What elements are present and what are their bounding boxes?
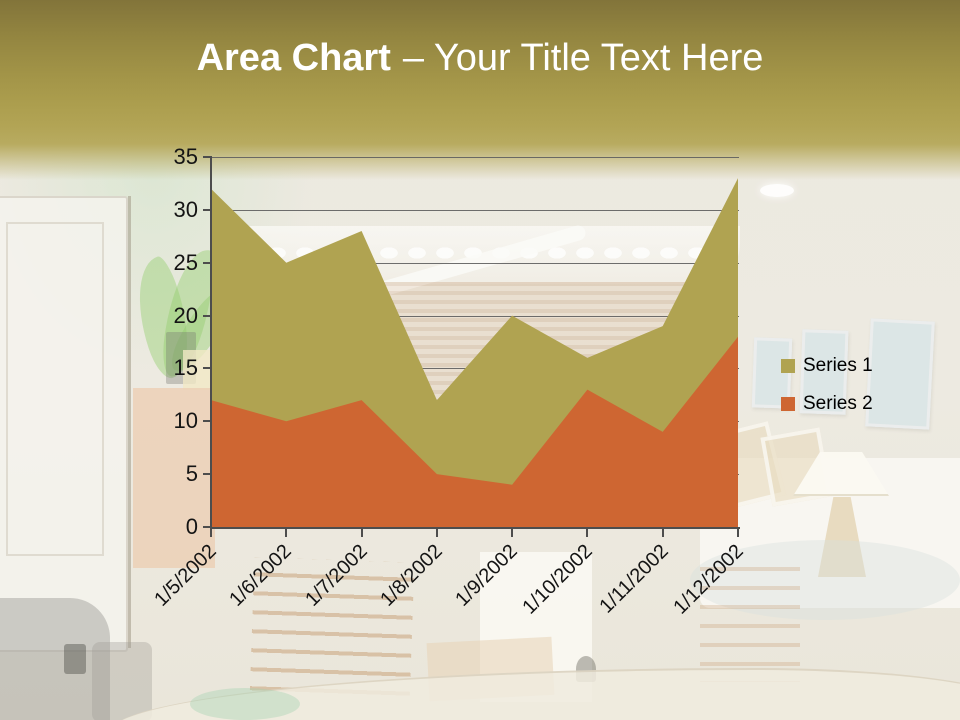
y-tick-label-25: 25 bbox=[173, 249, 198, 275]
series-1-swatch bbox=[781, 359, 795, 373]
y-tick-label-35: 35 bbox=[173, 144, 198, 169]
bg-door-edge bbox=[128, 196, 131, 648]
bg-chair bbox=[0, 598, 110, 720]
bg-picture-frame bbox=[865, 318, 935, 430]
x-axis-line bbox=[210, 527, 740, 529]
x-tick-7 bbox=[737, 529, 739, 537]
y-tick-20 bbox=[203, 314, 211, 317]
bg-door-panel bbox=[6, 222, 104, 556]
series-2-area bbox=[211, 336, 738, 527]
y-tick-5 bbox=[203, 473, 211, 476]
bg-recessed-light bbox=[760, 184, 794, 197]
bg-glass-table bbox=[690, 540, 960, 620]
gridline-35 bbox=[211, 157, 739, 158]
bg-chair bbox=[92, 642, 152, 720]
y-tick-label-20: 20 bbox=[173, 302, 198, 328]
y-tick-label-15: 15 bbox=[173, 355, 198, 381]
y-tick-30 bbox=[203, 208, 211, 211]
slide-title: Area Chart – Your Title Text Here bbox=[0, 36, 960, 80]
y-tick-0 bbox=[203, 526, 211, 528]
x-tick-5 bbox=[586, 529, 589, 537]
x-tick-4 bbox=[511, 529, 514, 537]
x-tick-2 bbox=[360, 529, 363, 537]
area-chart-plot bbox=[211, 178, 738, 527]
y-tick-35 bbox=[203, 156, 211, 158]
y-tick-15 bbox=[203, 367, 211, 370]
bg-paper bbox=[700, 552, 800, 682]
y-tick-label-30: 30 bbox=[173, 196, 198, 222]
series-2-swatch bbox=[781, 397, 795, 411]
series-2-label: Series 2 bbox=[803, 393, 873, 414]
x-tick-3 bbox=[435, 529, 438, 537]
chart-legend: Series 1 Series 2 bbox=[781, 354, 873, 430]
x-tick-1 bbox=[285, 529, 288, 537]
legend-item-series-1: Series 1 bbox=[781, 354, 873, 378]
gridline-25 bbox=[211, 262, 739, 264]
slide-title-bold: Area Chart bbox=[196, 37, 391, 79]
header-gradient-band bbox=[0, 0, 960, 180]
y-tick-label-0: 0 bbox=[185, 514, 198, 539]
bg-cabinet bbox=[133, 388, 215, 568]
bg-door bbox=[0, 196, 128, 652]
bg-cup bbox=[64, 644, 86, 674]
series-1-label: Series 1 bbox=[803, 355, 873, 376]
y-tick-25 bbox=[203, 261, 211, 264]
y-tick-label-10: 10 bbox=[173, 408, 198, 434]
y-tick-10 bbox=[203, 420, 211, 423]
gridline-20 bbox=[211, 315, 739, 317]
x-tick-0 bbox=[210, 529, 212, 537]
legend-item-series-2: Series 2 bbox=[781, 392, 873, 416]
x-tick-6 bbox=[661, 529, 664, 537]
slide-title-regular: – Your Title Text Here bbox=[402, 37, 764, 79]
y-tick-label-5: 5 bbox=[185, 461, 198, 487]
y-axis-line bbox=[210, 156, 212, 529]
bg-reflection bbox=[190, 688, 300, 720]
gridline-30 bbox=[211, 209, 739, 211]
